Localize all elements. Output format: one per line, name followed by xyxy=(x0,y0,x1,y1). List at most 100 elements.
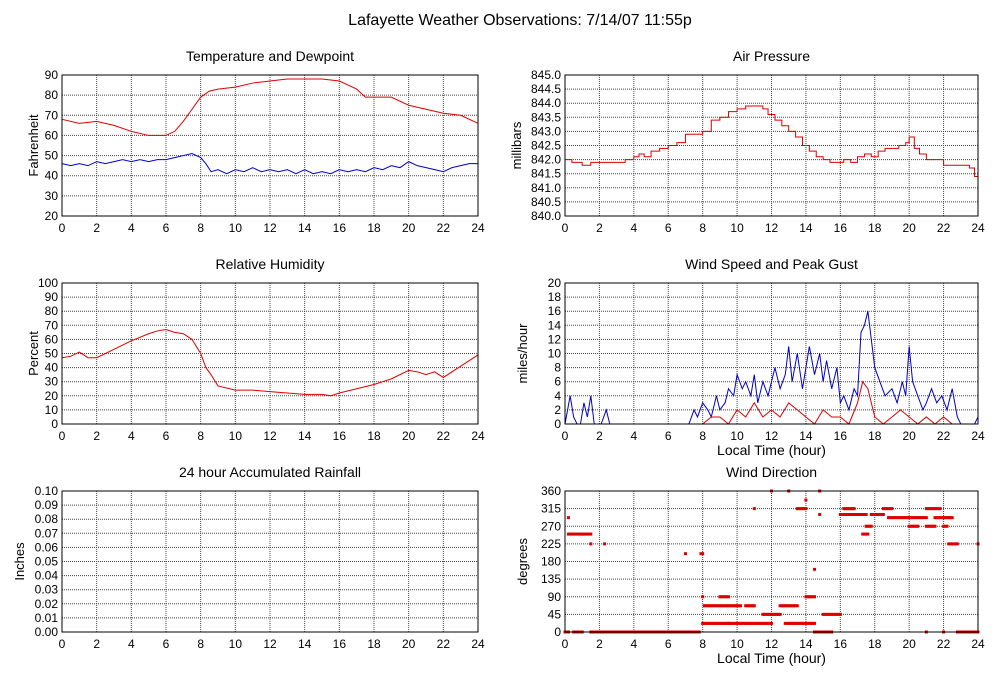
direction-point xyxy=(716,604,720,608)
direction-point xyxy=(732,604,736,608)
direction-point xyxy=(768,621,772,625)
direction-point xyxy=(813,567,817,571)
direction-point xyxy=(847,507,851,511)
y-axis-label: millibars xyxy=(509,121,524,169)
x-tick-label: 4 xyxy=(128,637,135,651)
direction-point xyxy=(763,612,767,616)
y-tick-label: 90 xyxy=(45,290,59,304)
y-tick-label: 0.08 xyxy=(35,512,59,526)
x-tick-label: 22 xyxy=(937,221,951,235)
y-tick-label: 45 xyxy=(548,607,562,621)
direction-point xyxy=(739,604,743,608)
y-tick-label: 0 xyxy=(51,417,58,431)
direction-point xyxy=(770,621,773,625)
x-tick-label: 10 xyxy=(730,429,744,443)
direction-point xyxy=(935,516,939,520)
direction-point xyxy=(726,604,730,608)
direction-point xyxy=(800,621,804,625)
direction-point xyxy=(873,513,877,516)
x-tick-label: 24 xyxy=(471,637,485,651)
direction-point xyxy=(852,513,856,516)
y-tick-label: 135 xyxy=(541,572,561,586)
direction-point xyxy=(702,621,706,625)
y-tick-label: 843.0 xyxy=(531,124,561,138)
direction-point xyxy=(850,513,854,516)
y-tick-label: 100 xyxy=(38,276,58,290)
y-axis-label: Inches xyxy=(12,542,27,581)
x-tick-label: 14 xyxy=(799,221,813,235)
direction-point xyxy=(718,621,722,625)
x-tick-label: 16 xyxy=(834,221,848,235)
direction-point xyxy=(804,621,808,625)
x-tick-label: 16 xyxy=(333,221,347,235)
plot-frame xyxy=(61,490,479,633)
y-tick-label: 4 xyxy=(554,389,561,403)
y-tick-label: 30 xyxy=(45,189,59,203)
y-tick-label: 10 xyxy=(548,347,562,361)
direction-point xyxy=(716,621,720,625)
direction-point xyxy=(837,612,841,616)
x-tick-label: 8 xyxy=(699,221,706,235)
direction-point xyxy=(585,532,589,536)
direction-point xyxy=(897,516,901,520)
x-tick-label: 10 xyxy=(229,637,243,651)
y-tick-label: 60 xyxy=(45,128,59,142)
direction-point xyxy=(931,507,935,511)
direction-point xyxy=(806,621,810,625)
x-tick-label: 4 xyxy=(128,429,135,443)
direction-point xyxy=(911,524,915,528)
direction-point xyxy=(721,595,725,599)
direction-point xyxy=(575,532,579,536)
direction-point xyxy=(835,612,839,616)
direction-point xyxy=(752,621,756,625)
y-tick-label: 0 xyxy=(554,625,561,639)
direction-point xyxy=(701,595,705,599)
y-tick-label: 90 xyxy=(548,590,562,604)
y-tick-label: 180 xyxy=(541,555,561,569)
x-axis-label: Local Time (hour) xyxy=(717,442,826,458)
direction-point xyxy=(924,524,928,528)
direction-point xyxy=(911,516,915,520)
direction-point xyxy=(909,524,913,528)
y-tick-label: 30 xyxy=(45,375,59,389)
direction-point xyxy=(603,542,607,546)
direction-point xyxy=(804,507,808,511)
direction-point xyxy=(804,498,808,502)
x-tick-label: 6 xyxy=(665,637,672,651)
direction-point xyxy=(885,507,889,511)
series-line-0 xyxy=(565,105,978,178)
y-tick-label: 70 xyxy=(45,318,59,332)
y-tick-label: 0.10 xyxy=(35,484,59,498)
direction-point xyxy=(718,595,722,599)
direction-point xyxy=(811,595,815,599)
x-tick-label: 18 xyxy=(868,429,882,443)
direction-point xyxy=(573,532,577,536)
y-tick-label: 0.04 xyxy=(35,569,59,583)
y-tick-label: 0.06 xyxy=(35,540,59,554)
y-tick-label: 80 xyxy=(45,304,59,318)
direction-point xyxy=(938,507,942,511)
direction-point xyxy=(916,524,920,528)
direction-point xyxy=(756,621,760,625)
direction-point xyxy=(849,513,853,516)
direction-point xyxy=(948,542,952,546)
direction-point xyxy=(714,621,718,625)
direction-point xyxy=(857,513,861,516)
x-tick-label: 12 xyxy=(765,221,779,235)
direction-point xyxy=(868,524,872,528)
direction-point xyxy=(751,604,755,608)
direction-point xyxy=(880,513,884,516)
direction-point xyxy=(943,524,947,528)
x-tick-label: 12 xyxy=(765,429,779,443)
direction-point xyxy=(726,595,730,599)
direction-point xyxy=(735,621,739,625)
direction-point xyxy=(766,612,770,616)
y-tick-label: 843.5 xyxy=(531,110,561,124)
direction-point xyxy=(751,621,755,625)
direction-point xyxy=(942,524,946,528)
direction-point xyxy=(704,621,708,625)
direction-point xyxy=(749,621,753,625)
plot-frame xyxy=(564,282,979,425)
y-tick-label: 20 xyxy=(45,389,59,403)
x-tick-label: 10 xyxy=(730,221,744,235)
